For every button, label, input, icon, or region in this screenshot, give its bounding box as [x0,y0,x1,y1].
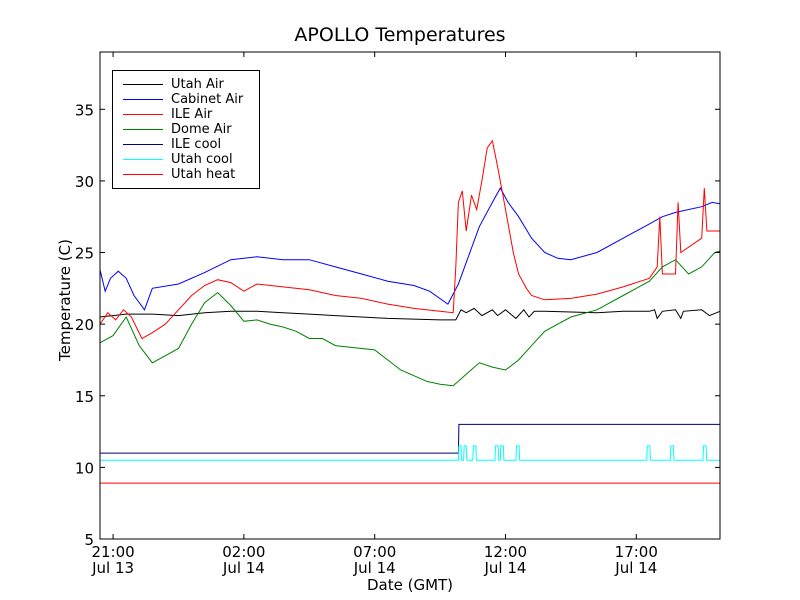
legend-item: Utah cool [123,152,259,167]
legend-label: Utah heat [171,167,236,182]
x-tick-label-date: Jul 14 [614,559,657,577]
legend-item: Utah Air [123,77,259,92]
x-tick-label-date: Jul 13 [91,559,134,577]
y-tick-label: 25 [75,245,94,263]
series-line-utah-air [99,307,721,321]
x-axis-label: Date (GMT) [366,576,454,594]
series-line-ile-cool [100,423,720,454]
legend-item: ILE cool [123,137,259,152]
series-line-cabinet-air [99,187,721,311]
series-line-ile-air [99,139,720,340]
legend-label: Cabinet Air [171,92,244,107]
chart-title: APOLLO Temperatures [294,24,506,46]
y-tick-label: 15 [75,388,94,406]
y-tick-label: 20 [75,316,94,334]
x-tick-label: 12:00 [484,543,527,561]
legend-swatch [123,159,163,160]
y-tick-label: 30 [75,173,94,191]
legend-item: Utah heat [123,167,259,182]
legend-item: Dome Air [123,122,259,137]
y-tick-label: 10 [75,459,94,477]
y-tick-label: 35 [75,101,94,119]
y-axis-label: Temperature (C) [56,239,74,361]
x-tick-label: 17:00 [615,543,658,561]
legend-label: Utah cool [171,152,233,167]
y-tick-label: 5 [84,531,94,549]
series-line-dome-air [99,250,721,387]
x-tick-label-date: Jul 14 [484,559,527,577]
plot-frame [99,51,721,540]
legend-item: ILE Air [123,107,259,122]
legend-swatch [123,99,163,100]
legend-label: ILE cool [171,137,222,152]
legend-swatch [123,114,163,115]
x-tick-label: 07:00 [353,543,396,561]
legend-swatch [123,129,163,130]
legend-label: ILE Air [171,107,213,122]
series-layer [99,139,721,484]
x-tick-label: 02:00 [222,543,265,561]
legend-label: Dome Air [171,122,232,137]
legend-item: Cabinet Air [123,92,259,107]
x-tick-label-date: Jul 14 [353,559,396,577]
x-tick-label: 21:00 [91,543,134,561]
legend: Utah Air Cabinet Air ILE Air Dome Air IL… [112,70,260,189]
legend-label: Utah Air [171,77,224,92]
x-tick-label-date: Jul 14 [222,559,265,577]
legend-swatch [123,174,163,175]
legend-swatch [123,84,163,85]
series-line-utah-cool [100,445,720,461]
legend-swatch [123,144,163,145]
